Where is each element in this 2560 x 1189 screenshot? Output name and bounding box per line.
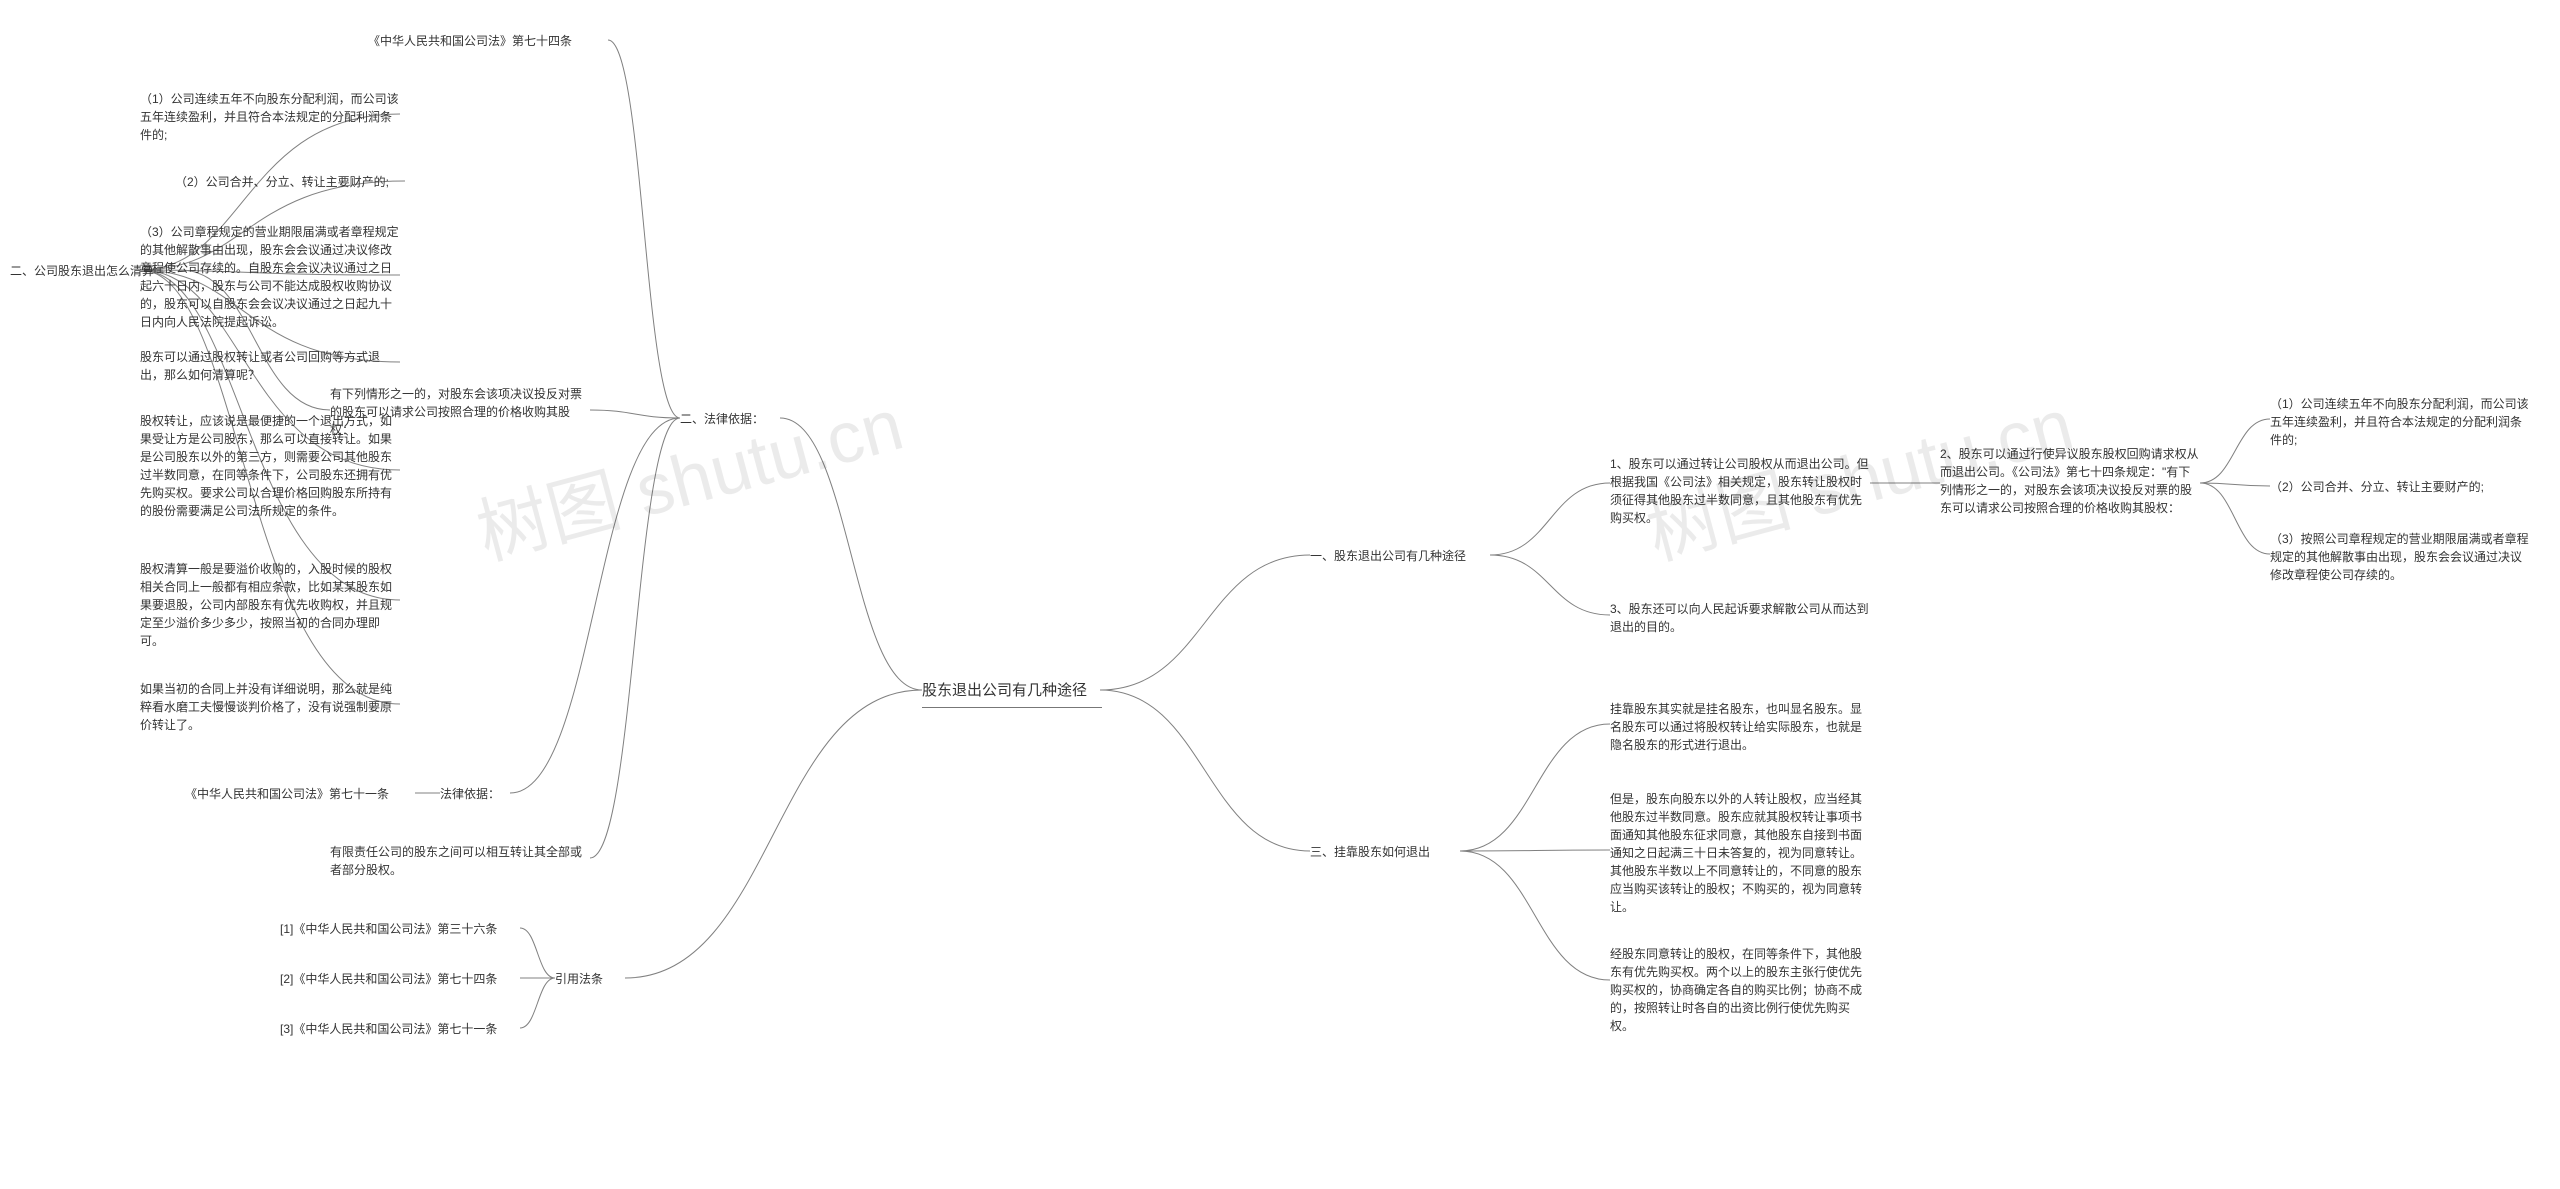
node-l1-2-a: （1）公司连续五年不向股东分配利润，而公司该五年连续盈利，并且符合本法规定的分配… [140,90,400,144]
node-l1-3-a: 《中华人民共和国公司法》第七十一条 [185,785,415,803]
root-node: 股东退出公司有几种途径 [922,680,1102,708]
node-l1-2-c: （3）公司章程规定的营业期限届满或者章程规定的其他解散事由出现，股东会会议通过决… [140,223,400,331]
node-l1-2-g: 如果当初的合同上并没有详细说明，那么就是纯粹看水磨工夫慢慢谈判价格了，没有说强制… [140,680,400,734]
node-l1: 二、法律依据： [680,410,780,428]
node-r1-1-1-c: （3）按照公司章程规定的营业期限届满或者章程规定的其他解散事由出现，股东会会议通… [2270,530,2530,584]
node-l1-2-d: 股东可以通过股权转让或者公司回购等方式退出，那么如何清算呢？ [140,348,400,384]
node-l2: 引用法条 [555,970,625,988]
node-r1-1-1-a: （1）公司连续五年不向股东分配利润，而公司该五年连续盈利，并且符合本法规定的分配… [2270,395,2530,449]
node-r1-1-1: 2、股东可以通过行使异议股东股权回购请求权从而退出公司。《公司法》第七十四条规定… [1940,445,2200,517]
node-r2-3: 经股东同意转让的股权，在同等条件下，其他股东有优先购买权。两个以上的股东主张行使… [1610,945,1870,1035]
node-r1-1: 1、股东可以通过转让公司股权从而退出公司。但根据我国《公司法》相关规定，股东转让… [1610,455,1870,527]
node-l1-2-f: 股权清算一般是要溢价收购的，入股时候的股权相关合同上一般都有相应条款，比如某某股… [140,560,400,650]
node-l1-2-b: （2）公司合并、分立、转让主要财产的; [175,173,405,191]
node-r1: 一、股东退出公司有几种途径 [1310,547,1490,565]
node-l1-4: 有限责任公司的股东之间可以相互转让其全部或者部分股权。 [330,843,590,879]
node-l2-2: [2]《中华人民共和国公司法》第七十四条 [280,970,520,988]
node-l1-1: 《中华人民共和国公司法》第七十四条 [368,32,608,50]
node-r1-2: 3、股东还可以向人民起诉要求解散公司从而达到退出的目的。 [1610,600,1870,636]
node-r2-1: 挂靠股东其实就是挂名股东，也叫显名股东。显名股东可以通过将股权转让给实际股东，也… [1610,700,1870,754]
node-l2-3: [3]《中华人民共和国公司法》第七十一条 [280,1020,520,1038]
node-r1-1-1-b: （2）公司合并、分立、转让主要财产的; [2270,478,2530,496]
node-r2: 三、挂靠股东如何退出 [1310,843,1460,861]
node-r2-2: 但是，股东向股东以外的人转让股权，应当经其他股东过半数同意。股东应就其股权转让事… [1610,790,1870,916]
node-l1-2-e: 股权转让，应该说是最便捷的一个退出方式，如果受让方是公司股东，那么可以直接转让。… [140,412,400,520]
node-l1-3: 法律依据： [440,785,510,803]
node-l2-1: [1]《中华人民共和国公司法》第三十六条 [280,920,520,938]
